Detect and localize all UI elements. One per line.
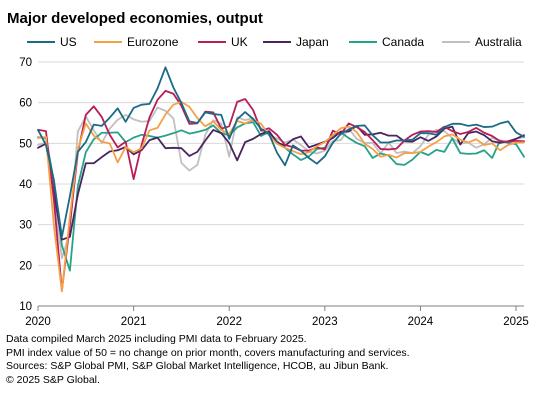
series-line-us	[37, 66, 525, 238]
y-tick-label: 30	[19, 220, 32, 232]
footer-note-copyright: © 2025 S&P Global.	[6, 373, 100, 386]
legend-item-australia: Australia	[442, 35, 522, 49]
legend-label-canada: Canada	[382, 35, 424, 49]
chart-footer: Data compiled March 2025 including PMI d…	[6, 333, 551, 387]
legend-label-eurozone: Eurozone	[127, 35, 179, 49]
y-tick-label: 10	[19, 301, 32, 313]
footer-note-pmi-definition: PMI index value of 50 = no change on pri…	[6, 346, 410, 359]
series-line-eurozone	[37, 100, 525, 293]
legend-item-us: US	[27, 35, 77, 49]
chart-title: Major developed economies, output	[7, 10, 263, 27]
series-line-japan	[37, 124, 525, 241]
y-tick-label: 50	[19, 138, 32, 150]
legend-item-uk: UK	[198, 35, 248, 49]
legend-label-uk: UK	[231, 35, 248, 49]
axis-layer: 10 20 30 40 50 60 70 2020 2021 2022 2023 2024 2025	[19, 57, 529, 328]
x-tick-label: 2023	[312, 316, 338, 328]
y-tick-label: 70	[19, 57, 32, 69]
legend-item-eurozone: Eurozone	[94, 35, 179, 49]
x-tick-label: 2024	[408, 316, 434, 328]
y-tick-label: 40	[19, 179, 32, 191]
legend: US Eurozone UK Japan Canada Australia	[27, 35, 522, 49]
series-line-uk	[37, 89, 525, 292]
series-layer	[37, 66, 525, 293]
legend-label-japan: Japan	[296, 35, 329, 49]
x-tick-label: 2022	[216, 316, 242, 328]
legend-label-us: US	[60, 35, 77, 49]
legend-item-japan: Japan	[263, 35, 329, 49]
footer-note-data-compiled: Data compiled March 2025 including PMI d…	[6, 333, 307, 345]
x-tick-label: 2020	[25, 316, 51, 328]
y-tick-label: 60	[19, 98, 32, 110]
legend-label-australia: Australia	[475, 35, 522, 49]
legend-item-canada: Canada	[349, 35, 424, 49]
x-tick-label: 2021	[121, 316, 147, 328]
grid-layer	[38, 61, 524, 307]
y-tick-label: 20	[19, 260, 32, 272]
footer-note-sources: Sources: S&P Global PMI, S&P Global Mark…	[6, 360, 389, 372]
x-tick-label: 2025	[503, 316, 529, 328]
